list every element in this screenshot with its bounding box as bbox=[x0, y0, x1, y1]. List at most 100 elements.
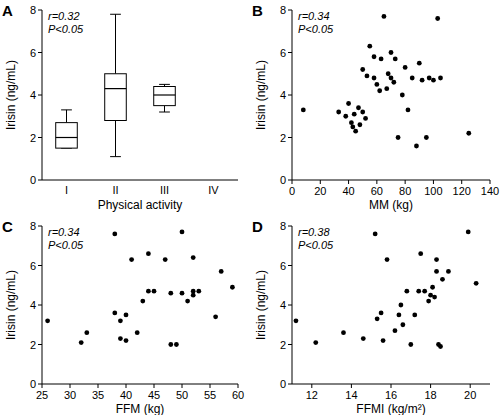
point bbox=[377, 88, 382, 93]
panel: C024682530354045505560FFM (kg)Irisin (ng… bbox=[2, 218, 244, 415]
min-cap bbox=[159, 112, 170, 113]
point bbox=[406, 107, 411, 112]
x-tick-label: 35 bbox=[92, 389, 104, 401]
max-cap bbox=[61, 109, 72, 110]
y-tick bbox=[38, 95, 42, 96]
x-tick-label: IV bbox=[208, 184, 219, 196]
point bbox=[219, 269, 224, 274]
y-tick-label: 0 bbox=[30, 174, 36, 186]
y-axis-title: Irisin (ng/mL) bbox=[254, 60, 268, 130]
panel-label: C bbox=[2, 218, 13, 235]
point bbox=[375, 316, 380, 321]
x-tick bbox=[433, 180, 434, 184]
x-axis bbox=[42, 384, 238, 385]
x-tick-label: III bbox=[160, 184, 169, 196]
x-tick-label: 20 bbox=[314, 185, 326, 197]
y-axis-title: Irisin (ng/mL) bbox=[4, 270, 18, 340]
upper-whisker bbox=[115, 14, 116, 74]
y-tick-label: 2 bbox=[30, 339, 36, 351]
point bbox=[124, 338, 129, 343]
y-tick-label: 6 bbox=[280, 47, 286, 59]
y-tick-label: 4 bbox=[30, 299, 36, 311]
point bbox=[440, 277, 445, 282]
point bbox=[140, 299, 145, 304]
x-tick bbox=[461, 180, 462, 184]
x-tick-label: 12 bbox=[306, 389, 318, 401]
point bbox=[372, 76, 377, 81]
annotation: P<0.05 bbox=[48, 239, 84, 251]
y-tick bbox=[38, 384, 42, 385]
point bbox=[435, 16, 440, 21]
x-tick-label: 40 bbox=[342, 185, 354, 197]
point bbox=[404, 289, 409, 294]
y-tick bbox=[38, 265, 42, 266]
point bbox=[391, 80, 396, 85]
point bbox=[357, 122, 362, 127]
point bbox=[163, 257, 168, 262]
point bbox=[301, 107, 306, 112]
y-tick-label: 4 bbox=[280, 299, 286, 311]
x-tick bbox=[391, 384, 392, 388]
median bbox=[105, 88, 127, 89]
point bbox=[418, 251, 423, 256]
x-tick bbox=[311, 384, 312, 388]
point bbox=[146, 251, 151, 256]
point bbox=[185, 299, 190, 304]
x-tick bbox=[470, 384, 471, 388]
annotation: r=0.34 bbox=[298, 10, 330, 22]
y-tick-label: 2 bbox=[30, 132, 36, 144]
point bbox=[129, 257, 134, 262]
x-axis-title: Physical activity bbox=[98, 198, 183, 212]
y-tick-label: 8 bbox=[280, 4, 286, 16]
x-tick bbox=[320, 180, 321, 184]
point bbox=[410, 76, 415, 81]
x-tick bbox=[210, 384, 211, 388]
x-tick-label: I bbox=[65, 184, 68, 196]
marks bbox=[294, 230, 479, 349]
point bbox=[400, 93, 405, 98]
y-tick-label: 4 bbox=[30, 89, 36, 101]
point bbox=[352, 112, 357, 117]
point bbox=[349, 120, 354, 125]
point bbox=[79, 340, 84, 345]
point bbox=[168, 291, 173, 296]
point bbox=[367, 44, 372, 49]
x-tick bbox=[348, 180, 349, 184]
y-tick bbox=[288, 344, 292, 345]
x-tick-label: 14 bbox=[345, 389, 357, 401]
point bbox=[230, 285, 235, 290]
x-tick-label: 50 bbox=[176, 389, 188, 401]
y-axis-title: Irisin (ng/mL) bbox=[254, 270, 268, 340]
point bbox=[373, 232, 378, 237]
x-tick bbox=[376, 180, 377, 184]
y-tick bbox=[288, 180, 292, 181]
y-tick bbox=[288, 265, 292, 266]
point bbox=[191, 293, 196, 298]
point bbox=[294, 318, 299, 323]
annotation: r=0.32 bbox=[48, 10, 80, 22]
panel: A02468IIIIIIIVPhysical activityIrisin (n… bbox=[2, 2, 238, 212]
x-tick-label: 140 bbox=[481, 185, 499, 197]
point bbox=[196, 289, 201, 294]
y-tick bbox=[288, 10, 292, 11]
x-tick-label: 60 bbox=[232, 389, 244, 401]
y-tick-label: 2 bbox=[280, 339, 286, 351]
marks bbox=[56, 14, 176, 156]
point bbox=[124, 312, 129, 317]
box bbox=[154, 87, 176, 106]
max-cap bbox=[159, 84, 170, 85]
point bbox=[363, 116, 368, 121]
box bbox=[105, 74, 127, 121]
annotation: r=0.38 bbox=[298, 226, 330, 238]
y-tick-label: 6 bbox=[30, 47, 36, 59]
figure: A02468IIIIIIIVPhysical activityIrisin (n… bbox=[0, 0, 500, 415]
x-tick-label: 55 bbox=[204, 389, 216, 401]
point bbox=[45, 318, 50, 323]
lower-whisker bbox=[164, 106, 165, 112]
min-cap bbox=[110, 156, 121, 157]
x-tick bbox=[351, 384, 352, 388]
point bbox=[365, 73, 370, 78]
y-tick bbox=[38, 305, 42, 306]
x-axis-title: FFMI (kg/m²) bbox=[356, 402, 425, 415]
point bbox=[389, 76, 394, 81]
